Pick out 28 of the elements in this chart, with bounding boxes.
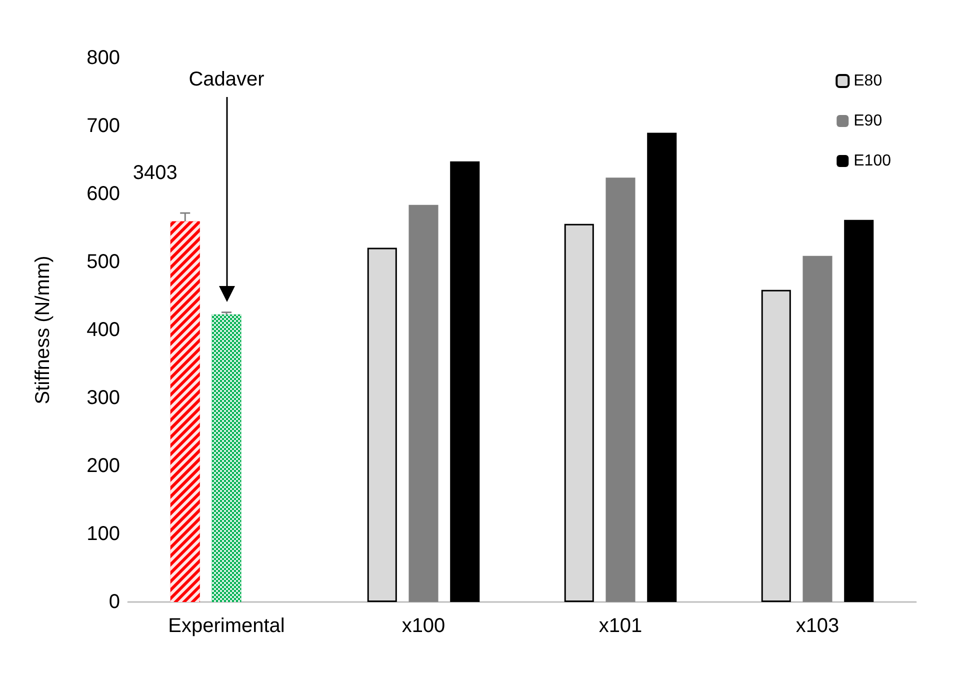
x-tick-label: Experimental xyxy=(168,615,285,637)
legend-label: E80 xyxy=(854,72,882,90)
bar xyxy=(844,220,874,602)
y-tick-label: 0 xyxy=(108,591,120,613)
y-tick-label: 100 xyxy=(86,523,120,545)
y-tick-label: 600 xyxy=(86,183,120,205)
bar xyxy=(802,256,832,602)
legend-label: E90 xyxy=(854,112,882,130)
x-tick-label: x101 xyxy=(598,615,642,637)
y-tick-label: 400 xyxy=(86,319,120,341)
bar xyxy=(408,204,438,602)
y-tick-label: 700 xyxy=(86,115,120,137)
bar xyxy=(761,290,791,602)
bar xyxy=(647,132,677,602)
y-axis-title: Stiffness (N/mm) xyxy=(32,256,54,404)
y-tick-label: 500 xyxy=(86,251,120,273)
y-tick-label: 200 xyxy=(86,455,120,477)
bar xyxy=(606,178,636,602)
bar xyxy=(367,248,397,602)
y-tick-label: 800 xyxy=(86,47,120,69)
bar xyxy=(564,224,594,602)
bar xyxy=(450,161,480,602)
x-tick-label: x100 xyxy=(402,615,446,637)
x-tick-label: x103 xyxy=(796,615,840,637)
annotation: Cadaver xyxy=(188,68,265,90)
y-tick-label: 300 xyxy=(86,387,120,409)
annotation: 3403 xyxy=(132,162,178,184)
legend-label: E100 xyxy=(854,152,892,170)
